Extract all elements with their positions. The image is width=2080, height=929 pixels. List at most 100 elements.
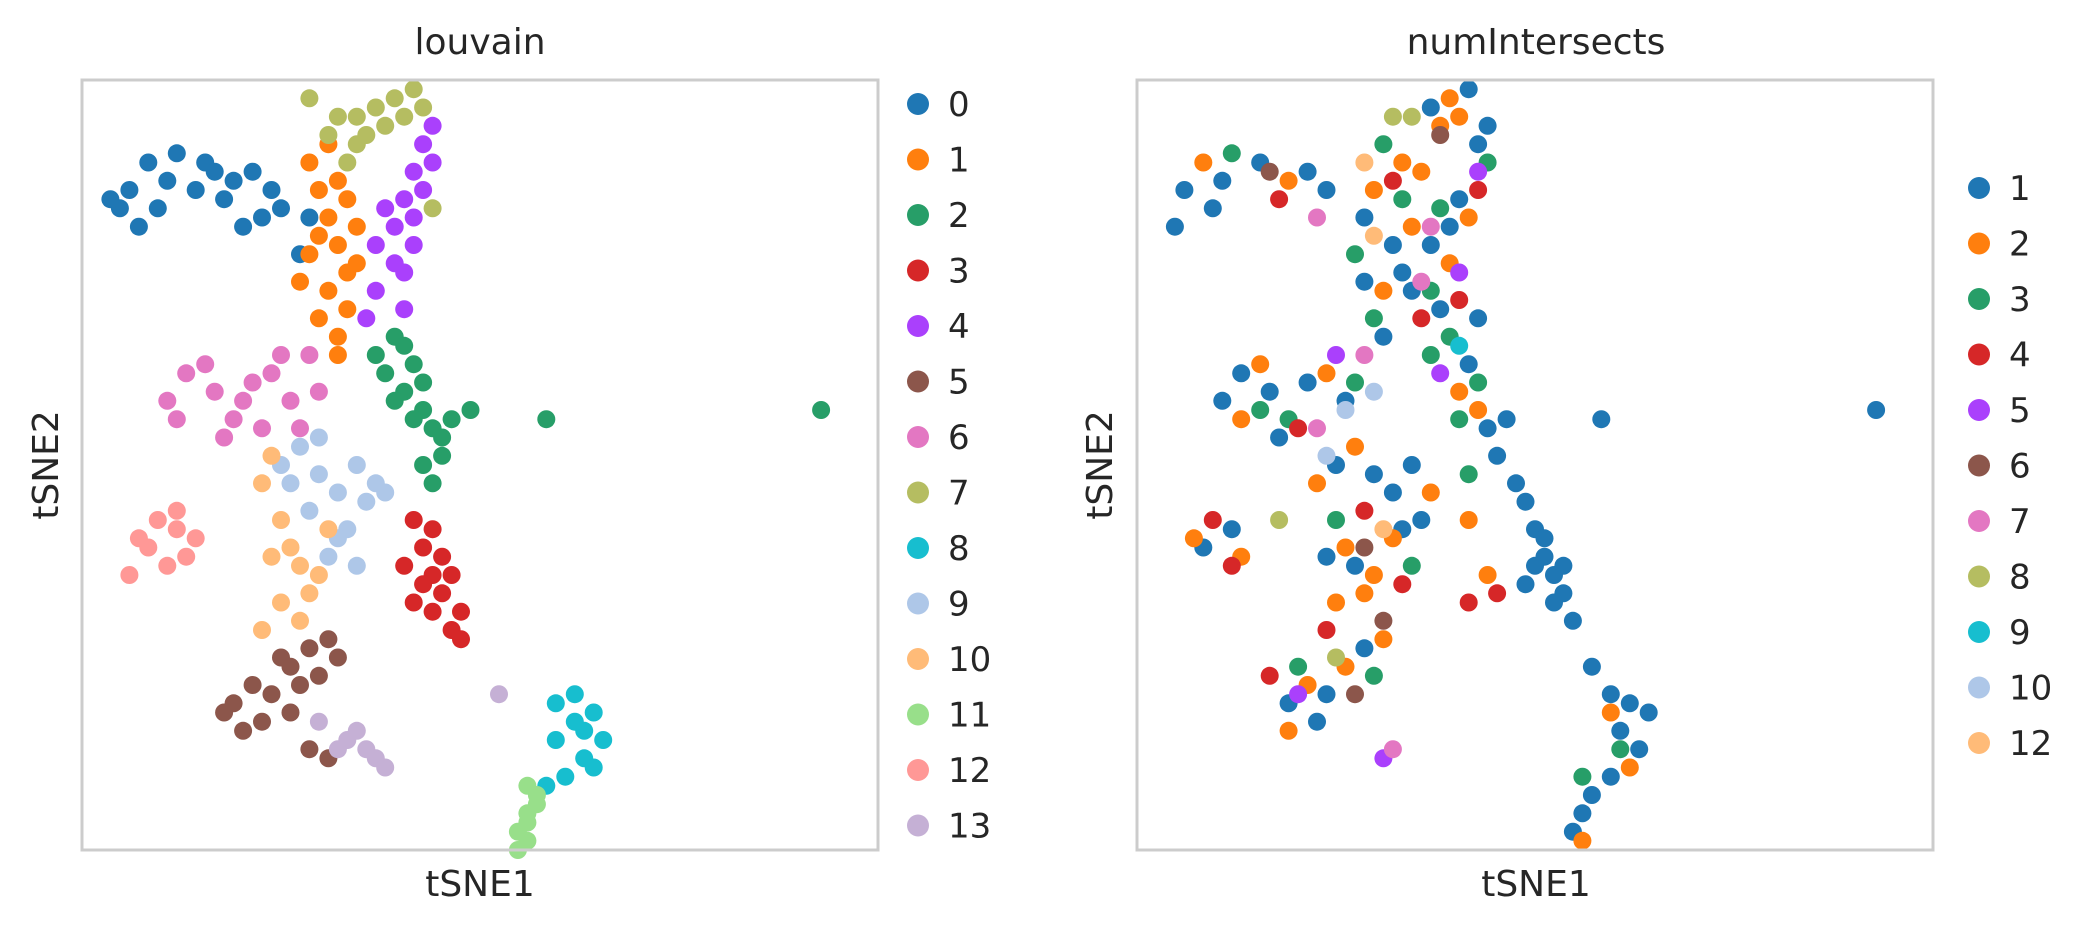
numintersects-point-3-2-9: [1450, 410, 1469, 429]
louvain-point-6-6-0: [158, 391, 177, 410]
louvain-point-8-8-3: [594, 731, 613, 749]
louvain-point-7-7-5: [376, 116, 395, 135]
numintersects-point-1-0-52: [1260, 382, 1279, 401]
louvain-point-8-8-5: [556, 767, 575, 786]
numintersects-point-1-0-9: [1450, 190, 1469, 209]
louvain-point-1-1-1: [309, 181, 328, 199]
numintersects-legend-label-1: 1: [2009, 169, 2031, 209]
numintersects-point-4-3-4: [1459, 593, 1478, 612]
numintersects-legend-label-10: 10: [2009, 669, 2052, 709]
louvain-point-0-0-19: [253, 208, 271, 227]
louvain-point-0-0-10: [262, 181, 281, 199]
numintersects-point-2-1-8: [1450, 107, 1469, 126]
louvain-point-8-8-8: [565, 712, 584, 731]
numintersects-point-6-5-1: [1374, 611, 1393, 630]
numintersects-point-3-2-5: [1469, 373, 1488, 392]
numintersects-point-4-3-12: [1355, 501, 1374, 520]
numintersects-point-3-2-18: [1573, 767, 1592, 786]
louvain-point-6-6-7: [291, 419, 309, 438]
numintersects-point-4-3-11: [1222, 556, 1241, 575]
louvain-point-2-2-0: [366, 346, 385, 364]
numintersects-point-1-0-18: [1488, 446, 1507, 465]
louvain-point-2-2-11: [385, 391, 404, 410]
louvain-point-4-4-15: [404, 236, 423, 254]
numintersects-point-1-0-26: [1545, 593, 1563, 612]
louvain-point-6-6-2: [205, 382, 224, 401]
numintersects-point-1-0-35: [1611, 721, 1630, 740]
louvain-point-8-8-2: [584, 703, 603, 722]
louvain-point-10-10-4: [291, 556, 309, 575]
numintersects-point-2-1-24: [1232, 410, 1251, 429]
louvain-point-13-13-0: [309, 712, 328, 731]
numintersects-point-5-4-2: [1289, 685, 1308, 704]
numintersects-point-1-0-51: [1213, 391, 1232, 410]
louvain-point-7-7-1: [347, 107, 366, 126]
numintersects-legend-marker-5: [1968, 399, 1990, 421]
numintersects-point-10-9-2: [1317, 446, 1336, 465]
louvain-point-7-7-3: [385, 89, 404, 108]
louvain-legend-label-9: 9: [948, 585, 970, 625]
numintersects-point-4-3-3: [1469, 181, 1488, 199]
louvain-point-4-4-5: [423, 116, 442, 135]
numintersects-point-4-3-8: [1260, 666, 1279, 685]
louvain-point-0-0-5: [243, 162, 262, 181]
numintersects-point-10-9-1: [1364, 382, 1383, 401]
numintersects-point-1-0-45: [1346, 556, 1364, 575]
louvain-point-10-10-2: [272, 511, 290, 529]
louvain-point-0-0-16: [101, 190, 120, 209]
louvain-y-axis-label: tSNE2: [26, 410, 67, 520]
louvain-point-6-6-15: [309, 382, 328, 401]
louvain-point-0-0-2: [167, 144, 186, 163]
numintersects-points: [1165, 80, 1886, 850]
numintersects-point-12-10-1: [1364, 226, 1383, 245]
louvain-legend-label-6: 6: [948, 418, 970, 458]
numintersects-legend-marker-10: [1968, 676, 1990, 699]
louvain-legend-label-10: 10: [948, 640, 991, 680]
numintersects-point-4-3-5: [1488, 584, 1507, 603]
numintersects-legend-marker-12: [1968, 732, 1990, 754]
louvain-point-8-8-1: [565, 685, 584, 704]
numintersects-point-2-1-32: [1421, 483, 1440, 502]
louvain-point-3-3-11: [395, 556, 414, 575]
louvain-legend-marker-9: [907, 592, 929, 615]
louvain-point-6-6-11: [167, 410, 186, 429]
numintersects-point-7-6-3: [1308, 419, 1326, 438]
numintersects-point-1-0-4: [1317, 181, 1336, 199]
numintersects-point-2-1-23: [1279, 721, 1298, 740]
louvain-point-12-12-4: [158, 556, 177, 575]
louvain-point-8-8-0: [546, 694, 565, 713]
numintersects-point-2-1-17: [1308, 474, 1326, 493]
louvain-point-3-3-12: [404, 593, 423, 612]
louvain-legend-label-12: 12: [948, 751, 991, 791]
numintersects-point-2-1-18: [1336, 538, 1355, 557]
louvain-legend-marker-4: [907, 315, 929, 337]
louvain-point-2-2-14: [414, 456, 433, 474]
louvain-point-10-10-9: [272, 593, 290, 612]
numintersects-point-7-6-2: [1355, 346, 1374, 364]
louvain-point-9-9-14: [309, 428, 328, 447]
numintersects-point-4-3-6: [1393, 575, 1412, 594]
numintersects-point-3-2-15: [1251, 401, 1270, 419]
numintersects-point-3-2-20: [1374, 135, 1393, 154]
louvain-legend-marker-0: [907, 93, 929, 115]
louvain-point-10-10-1: [262, 446, 281, 465]
numintersects-point-7-6-0: [1308, 208, 1326, 227]
numintersects-point-5-4-5: [1431, 364, 1450, 383]
louvain-point-4-4-8: [366, 281, 385, 300]
numintersects-point-1-0-50: [1308, 712, 1326, 731]
louvain-point-10-10-6: [262, 547, 281, 566]
numintersects-point-1-0-44: [1383, 483, 1402, 502]
numintersects-point-1-0-66: [1412, 511, 1431, 529]
numintersects-point-3-2-2: [1364, 309, 1383, 328]
numintersects-point-2-1-2: [1364, 181, 1383, 199]
numintersects-point-1-0-53: [1298, 373, 1317, 392]
numintersects-point-4-3-9: [1289, 419, 1308, 438]
numintersects-y-axis-label: tSNE2: [1080, 410, 1121, 520]
numintersects-point-1-0-62: [1867, 401, 1886, 419]
numintersects-point-1-0-10: [1469, 135, 1488, 154]
numintersects-point-1-0-30: [1516, 575, 1535, 594]
numintersects-point-6-5-2: [1355, 538, 1374, 557]
louvain-point-13-13-4: [347, 721, 366, 740]
numintersects-point-1-0-17: [1497, 410, 1516, 429]
